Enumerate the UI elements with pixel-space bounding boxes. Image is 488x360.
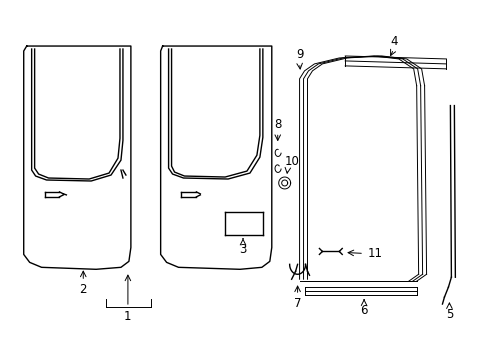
Text: 2: 2 — [80, 283, 87, 296]
Text: 4: 4 — [389, 35, 397, 48]
Text: 7: 7 — [293, 297, 301, 310]
Text: 10: 10 — [284, 155, 299, 168]
Text: 3: 3 — [239, 243, 246, 256]
Text: 1: 1 — [124, 310, 131, 323]
Text: 5: 5 — [445, 309, 452, 321]
Text: 9: 9 — [295, 49, 303, 62]
Text: 6: 6 — [360, 305, 367, 318]
Text: 11: 11 — [367, 247, 382, 260]
Text: 8: 8 — [273, 118, 281, 131]
